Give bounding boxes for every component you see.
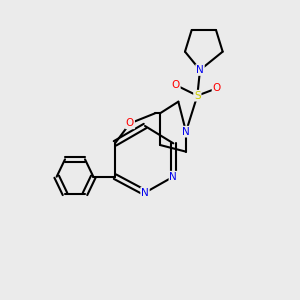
Text: O: O <box>126 118 134 128</box>
Text: N: N <box>169 172 177 182</box>
Text: N: N <box>141 188 149 198</box>
Text: S: S <box>194 91 201 101</box>
Text: N: N <box>182 127 190 137</box>
Text: O: O <box>212 83 221 93</box>
Text: N: N <box>196 65 204 75</box>
Text: O: O <box>172 80 180 90</box>
